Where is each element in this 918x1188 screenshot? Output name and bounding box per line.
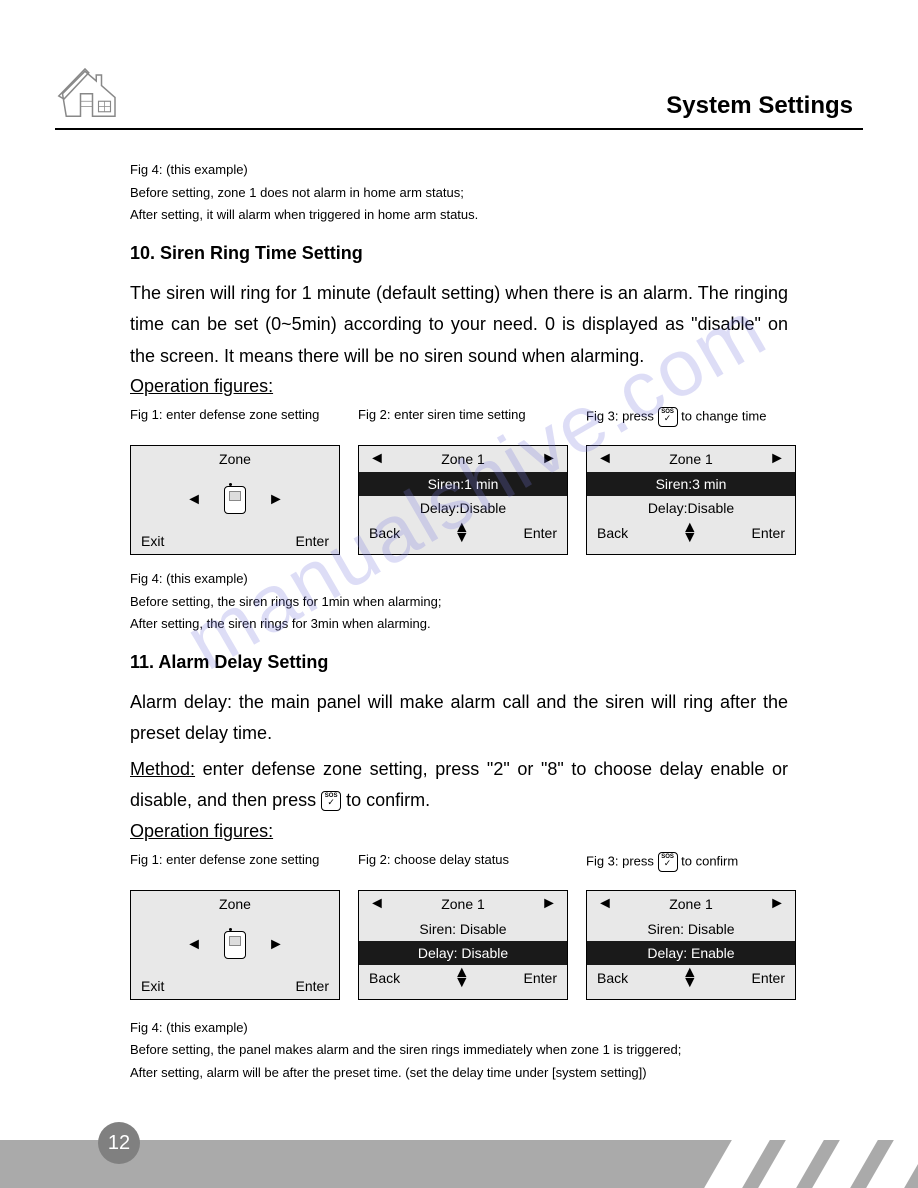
left-arrow-icon (369, 895, 385, 913)
s11-s2-enter: Enter (524, 970, 557, 986)
s11-s3-delay: Delay: Enable (587, 941, 795, 965)
top-example-line1: Fig 4: (this example) (130, 160, 788, 180)
header-title: System Settings (666, 92, 863, 120)
s10-fig3-caption: Fig 3: press to change time (586, 407, 796, 439)
top-example-line3: After setting, it will alarm when trigge… (130, 205, 788, 225)
s10-s2-enter: Enter (524, 525, 557, 541)
content-area: Fig 4: (this example) Before setting, zo… (55, 160, 863, 1082)
s10-s2-delay: Delay:Disable (359, 496, 567, 520)
s10-example-line3: After setting, the siren rings for 3min … (130, 614, 788, 634)
section-10-opfigs: Operation figures: (130, 376, 788, 397)
s11-fig2-caption: Fig 2: choose delay status (358, 852, 568, 884)
s10-s3-siren: Siren:3 min (587, 472, 795, 496)
s10-s3-delay: Delay:Disable (587, 496, 795, 520)
updown-icon: ▲▼ (454, 523, 470, 542)
s10-example-line2: Before setting, the siren rings for 1min… (130, 592, 788, 612)
section-11-fig-row: Fig 1: enter defense zone setting Zone E… (130, 852, 788, 1000)
s11-s3-back: Back (597, 970, 628, 986)
left-arrow-icon (597, 450, 613, 468)
s10-s3-back: Back (597, 525, 628, 541)
s10-screen1: Zone Exit Enter (130, 445, 340, 555)
page-number: 12 (98, 1122, 140, 1164)
updown-icon: ▲▼ (682, 523, 698, 542)
s10-screen2: Zone 1 Siren:1 min Delay:Disable Back ▲▼… (358, 445, 568, 555)
device-icon (224, 486, 246, 514)
s11-s2-delay: Delay: Disable (359, 941, 567, 965)
s10-s1-exit: Exit (141, 533, 164, 549)
s11-s2-zone: Zone 1 (385, 896, 541, 912)
s10-s1-enter: Enter (296, 533, 329, 549)
s11-s2-siren: Siren: Disable (359, 917, 567, 941)
right-arrow-icon (268, 936, 284, 954)
left-arrow-icon (186, 491, 202, 509)
s11-s3-zone: Zone 1 (613, 896, 769, 912)
s10-s3-zone: Zone 1 (613, 451, 769, 467)
updown-icon: ▲▼ (682, 968, 698, 987)
section-11-heading: 11. Alarm Delay Setting (130, 652, 788, 673)
s11-s3-siren: Siren: Disable (587, 917, 795, 941)
section-11-body: Alarm delay: the main panel will make al… (130, 687, 788, 750)
top-example-line2: Before setting, zone 1 does not alarm in… (130, 183, 788, 203)
page-header: System Settings (55, 60, 863, 130)
right-arrow-icon (541, 450, 557, 468)
s11-s3-enter: Enter (752, 970, 785, 986)
s11-fig3-caption: Fig 3: press to confirm (586, 852, 796, 884)
s11-screen3: Zone 1 Siren: Disable Delay: Enable Back… (586, 890, 796, 1000)
s11-s1-exit: Exit (141, 978, 164, 994)
s10-example-line1: Fig 4: (this example) (130, 569, 788, 589)
s10-screen3: Zone 1 Siren:3 min Delay:Disable Back ▲▼… (586, 445, 796, 555)
sos-check-icon (321, 791, 341, 811)
right-arrow-icon (769, 450, 785, 468)
updown-icon: ▲▼ (454, 968, 470, 987)
s11-example-line1: Fig 4: (this example) (130, 1018, 788, 1038)
s11-fig1-caption: Fig 1: enter defense zone setting (130, 852, 340, 884)
right-arrow-icon (541, 895, 557, 913)
s10-s2-back: Back (369, 525, 400, 541)
s11-screen2: Zone 1 Siren: Disable Delay: Disable Bac… (358, 890, 568, 1000)
section-10-heading: 10. Siren Ring Time Setting (130, 243, 788, 264)
sos-check-icon (658, 852, 678, 872)
left-arrow-icon (186, 936, 202, 954)
section-10-body: The siren will ring for 1 minute (defaul… (130, 278, 788, 373)
house-icon (55, 60, 130, 120)
sos-check-icon (658, 407, 678, 427)
left-arrow-icon (597, 895, 613, 913)
left-arrow-icon (369, 450, 385, 468)
right-arrow-icon (769, 895, 785, 913)
section-11-method: Method: enter defense zone setting, pres… (130, 754, 788, 817)
s11-s1-title: Zone (141, 896, 329, 912)
section-11-opfigs: Operation figures: (130, 821, 788, 842)
s10-fig1-caption: Fig 1: enter defense zone setting (130, 407, 340, 439)
s11-s2-back: Back (369, 970, 400, 986)
s11-screen1: Zone Exit Enter (130, 890, 340, 1000)
section-10-fig-row: Fig 1: enter defense zone setting Zone E… (130, 407, 788, 555)
s11-s1-enter: Enter (296, 978, 329, 994)
s10-fig2-caption: Fig 2: enter siren time setting (358, 407, 568, 439)
s11-example-line2: Before setting, the panel makes alarm an… (130, 1040, 788, 1060)
s10-s2-siren: Siren:1 min (359, 472, 567, 496)
right-arrow-icon (268, 491, 284, 509)
device-icon (224, 931, 246, 959)
s10-s2-zone: Zone 1 (385, 451, 541, 467)
s10-s3-enter: Enter (752, 525, 785, 541)
s11-example-line3: After setting, alarm will be after the p… (130, 1063, 788, 1083)
footer-stripes (702, 1140, 918, 1188)
s10-s1-title: Zone (141, 451, 329, 467)
